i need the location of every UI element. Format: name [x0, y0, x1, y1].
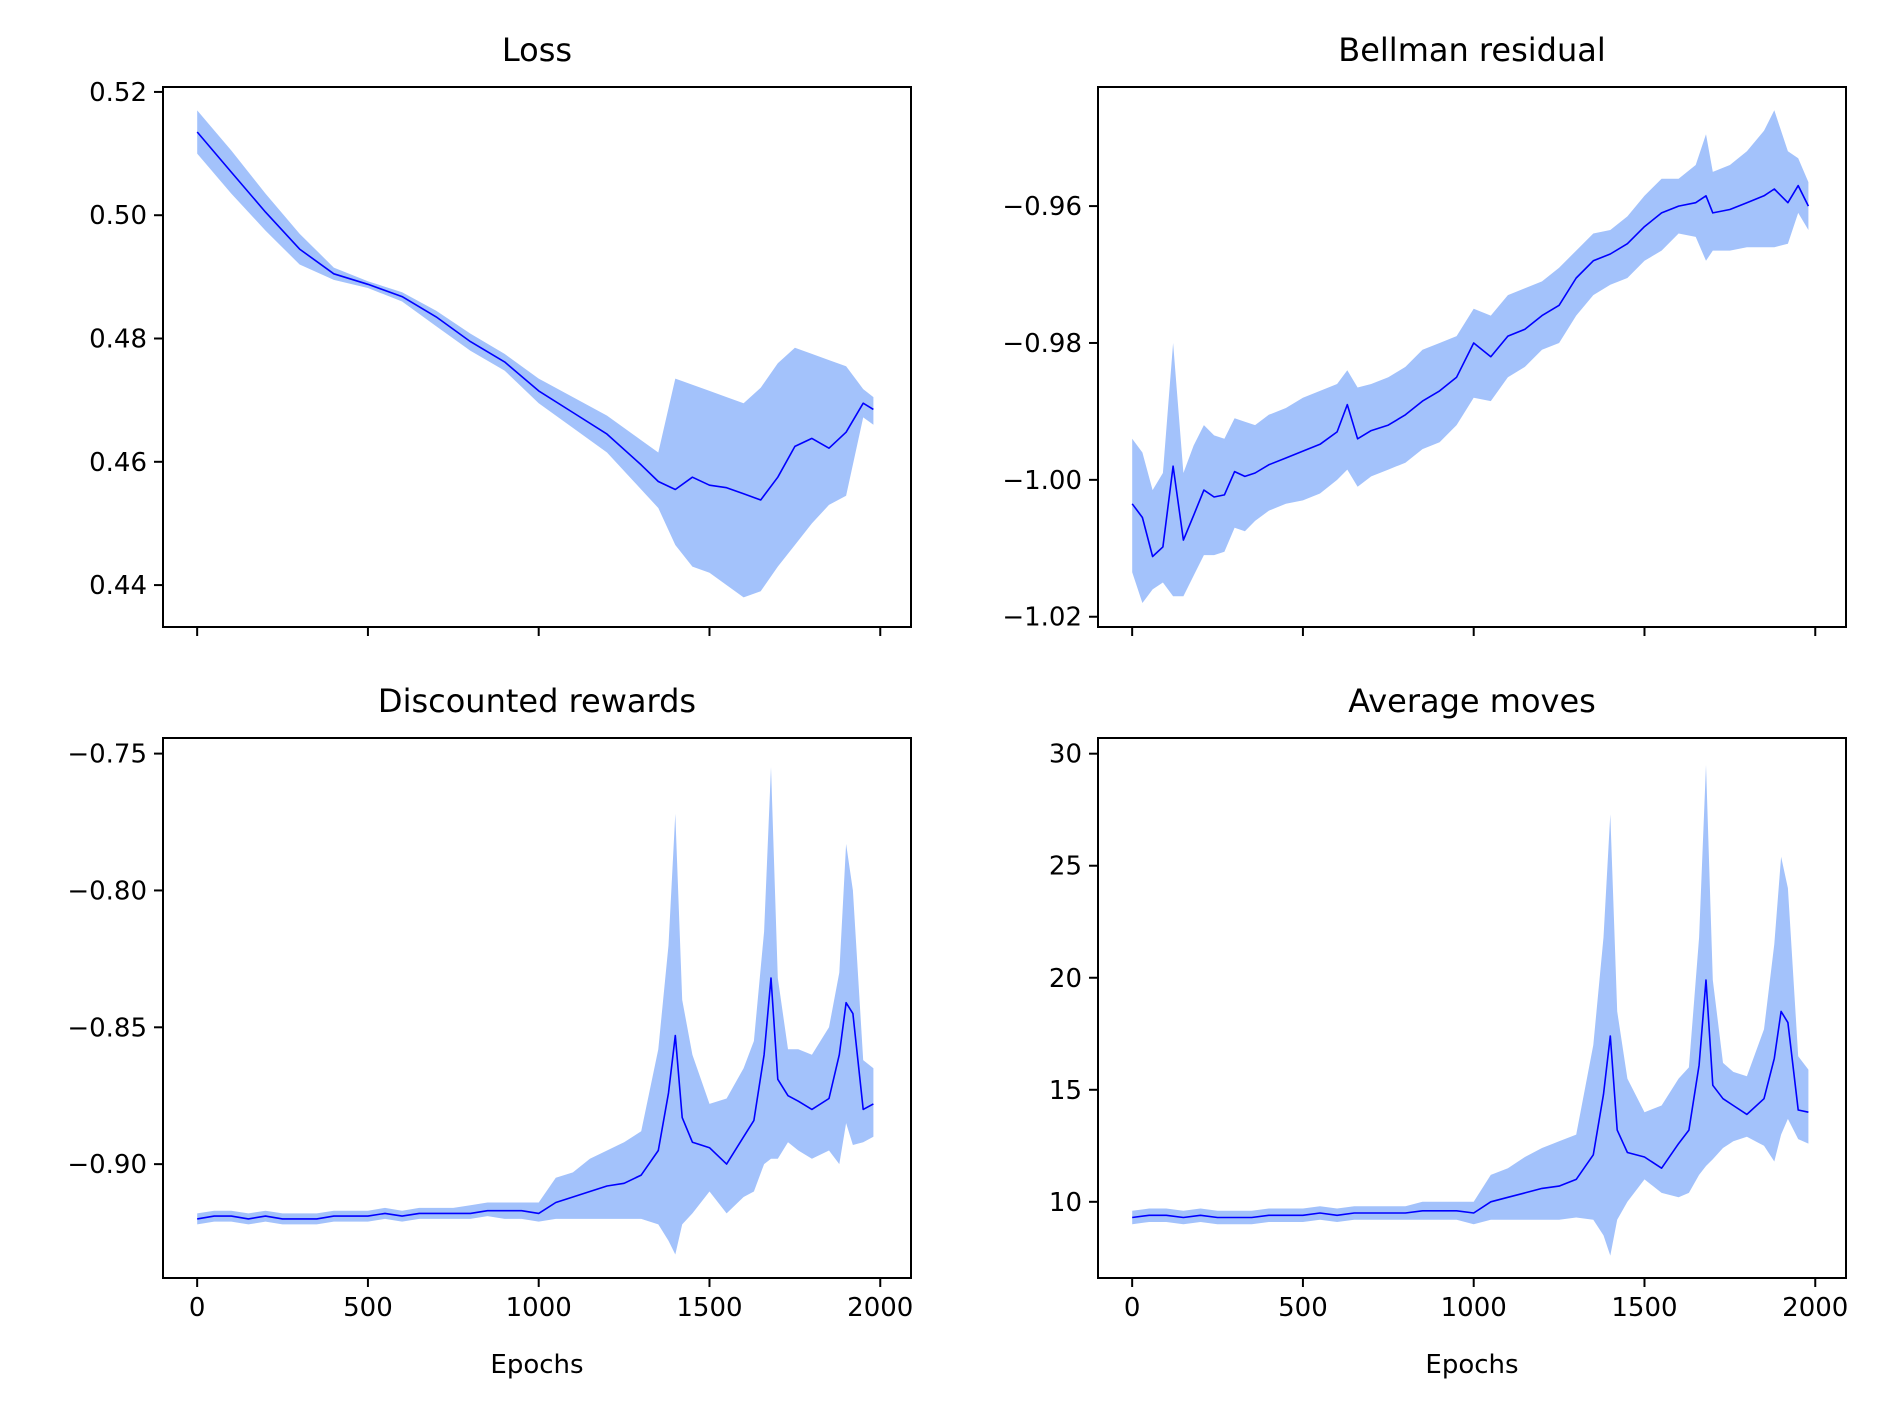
discounted-rewards-y-tick-label: −0.80 — [67, 876, 147, 906]
average-moves-y-tick-label: 20 — [1049, 964, 1082, 994]
discounted-rewards-x-tick-label: 1500 — [676, 1293, 742, 1323]
average-moves-x-tick-label: 500 — [1278, 1293, 1328, 1323]
bellman-residual-y-tick-label: −1.02 — [1002, 603, 1082, 633]
discounted-rewards-x-tick-label: 0 — [189, 1293, 206, 1323]
loss-y-tick-label: 0.46 — [89, 448, 147, 478]
average-moves-confidence-band — [1132, 764, 1809, 1256]
loss-y-tick-label: 0.52 — [89, 78, 147, 108]
average-moves-y-tick-label: 30 — [1049, 740, 1082, 770]
average-moves-panel: 0 500 1000 1500 2000 10 15 20 25 30 Average moves E… — [1049, 682, 1848, 1380]
discounted-rewards-axes-frame — [162, 737, 912, 1279]
discounted-rewards-x-tick-label: 1000 — [506, 1293, 572, 1323]
discounted-rewards-y-tick-label: −0.90 — [67, 1150, 147, 1180]
discounted-rewards-plot-area — [197, 767, 874, 1255]
average-moves-x-axis-label: Epochs — [1425, 1350, 1518, 1380]
bellman-residual-mean-line — [1131, 184, 1810, 558]
discounted-rewards-y-tick-label: −0.85 — [67, 1013, 147, 1043]
loss-mean-line — [196, 131, 874, 501]
bellman-residual-title: Bellman residual — [1338, 31, 1605, 69]
average-moves-title: Average moves — [1348, 682, 1596, 720]
average-moves-x-tick-label: 1000 — [1441, 1293, 1507, 1323]
discounted-rewards-panel: 0 500 1000 1500 2000 −0.90 −0.85 −0.80 −0.75 Disc… — [67, 682, 913, 1380]
discounted-rewards-x-tick-label: 2000 — [847, 1293, 913, 1323]
loss-plot-area — [196, 110, 874, 598]
discounted-rewards-x-axis-label: Epochs — [490, 1350, 583, 1380]
bellman-residual-y-tick-label: −1.00 — [1002, 466, 1082, 496]
bellman-residual-y-tick-label: −0.98 — [1002, 329, 1082, 359]
average-moves-y-tick-label: 10 — [1049, 1188, 1082, 1218]
discounted-rewards-title: Discounted rewards — [378, 682, 696, 720]
average-moves-x-tick-label: 0 — [1124, 1293, 1141, 1323]
average-moves-axes-frame — [1097, 737, 1847, 1279]
loss-y-tick-label: 0.50 — [89, 201, 147, 231]
loss-panel: 0.44 0.46 0.48 0.50 0.52 Loss — [89, 31, 912, 636]
average-moves-x-tick-label: 2000 — [1782, 1293, 1848, 1323]
bellman-residual-confidence-band — [1132, 110, 1809, 604]
bellman-residual-axes-frame — [1097, 86, 1847, 628]
bellman-residual-plot-area — [1131, 110, 1810, 604]
average-moves-y-tick-label: 15 — [1049, 1076, 1082, 1106]
loss-title: Loss — [502, 31, 572, 69]
bellman-residual-y-tick-label: −0.96 — [1002, 192, 1082, 222]
average-moves-mean-line — [1132, 979, 1809, 1219]
bellman-residual-panel: −1.02 −1.00 −0.98 −0.96 Bellman residual — [1002, 31, 1847, 636]
discounted-rewards-mean-line — [197, 977, 874, 1220]
discounted-rewards-confidence-band — [197, 767, 874, 1255]
loss-axes-frame — [162, 86, 912, 628]
average-moves-y-tick-label: 25 — [1049, 852, 1082, 882]
loss-y-tick-label: 0.48 — [89, 325, 147, 355]
average-moves-x-tick-label: 1500 — [1611, 1293, 1677, 1323]
discounted-rewards-x-tick-label: 500 — [343, 1293, 393, 1323]
average-moves-plot-area — [1132, 764, 1809, 1256]
discounted-rewards-y-tick-label: −0.75 — [67, 740, 147, 770]
loss-y-tick-label: 0.44 — [89, 571, 147, 601]
loss-confidence-band — [197, 110, 874, 598]
